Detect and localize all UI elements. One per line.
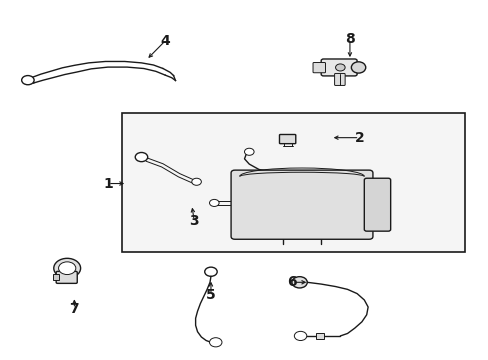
Circle shape — [244, 148, 254, 155]
FancyBboxPatch shape — [231, 170, 372, 239]
FancyBboxPatch shape — [56, 271, 77, 283]
Bar — [122, 113, 464, 252]
Circle shape — [54, 258, 81, 278]
Circle shape — [21, 76, 34, 85]
Text: 1: 1 — [103, 176, 113, 190]
Circle shape — [335, 64, 345, 71]
Text: 2: 2 — [354, 131, 364, 145]
Text: 5: 5 — [205, 288, 215, 302]
FancyBboxPatch shape — [312, 63, 325, 73]
FancyBboxPatch shape — [321, 59, 356, 76]
FancyBboxPatch shape — [364, 178, 390, 231]
Text: 4: 4 — [160, 33, 170, 48]
Bar — [316, 333, 323, 339]
Text: 7: 7 — [69, 302, 79, 316]
Circle shape — [209, 199, 219, 207]
Text: 6: 6 — [287, 275, 297, 289]
Circle shape — [59, 262, 76, 275]
Circle shape — [204, 267, 217, 276]
FancyBboxPatch shape — [279, 135, 295, 144]
Ellipse shape — [351, 62, 365, 73]
Text: 3: 3 — [189, 213, 199, 228]
Circle shape — [209, 338, 222, 347]
FancyBboxPatch shape — [334, 73, 345, 85]
Circle shape — [135, 153, 147, 162]
Circle shape — [191, 178, 201, 185]
Text: 8: 8 — [345, 32, 354, 46]
Bar — [53, 274, 59, 280]
Circle shape — [291, 277, 306, 288]
Circle shape — [294, 331, 306, 341]
